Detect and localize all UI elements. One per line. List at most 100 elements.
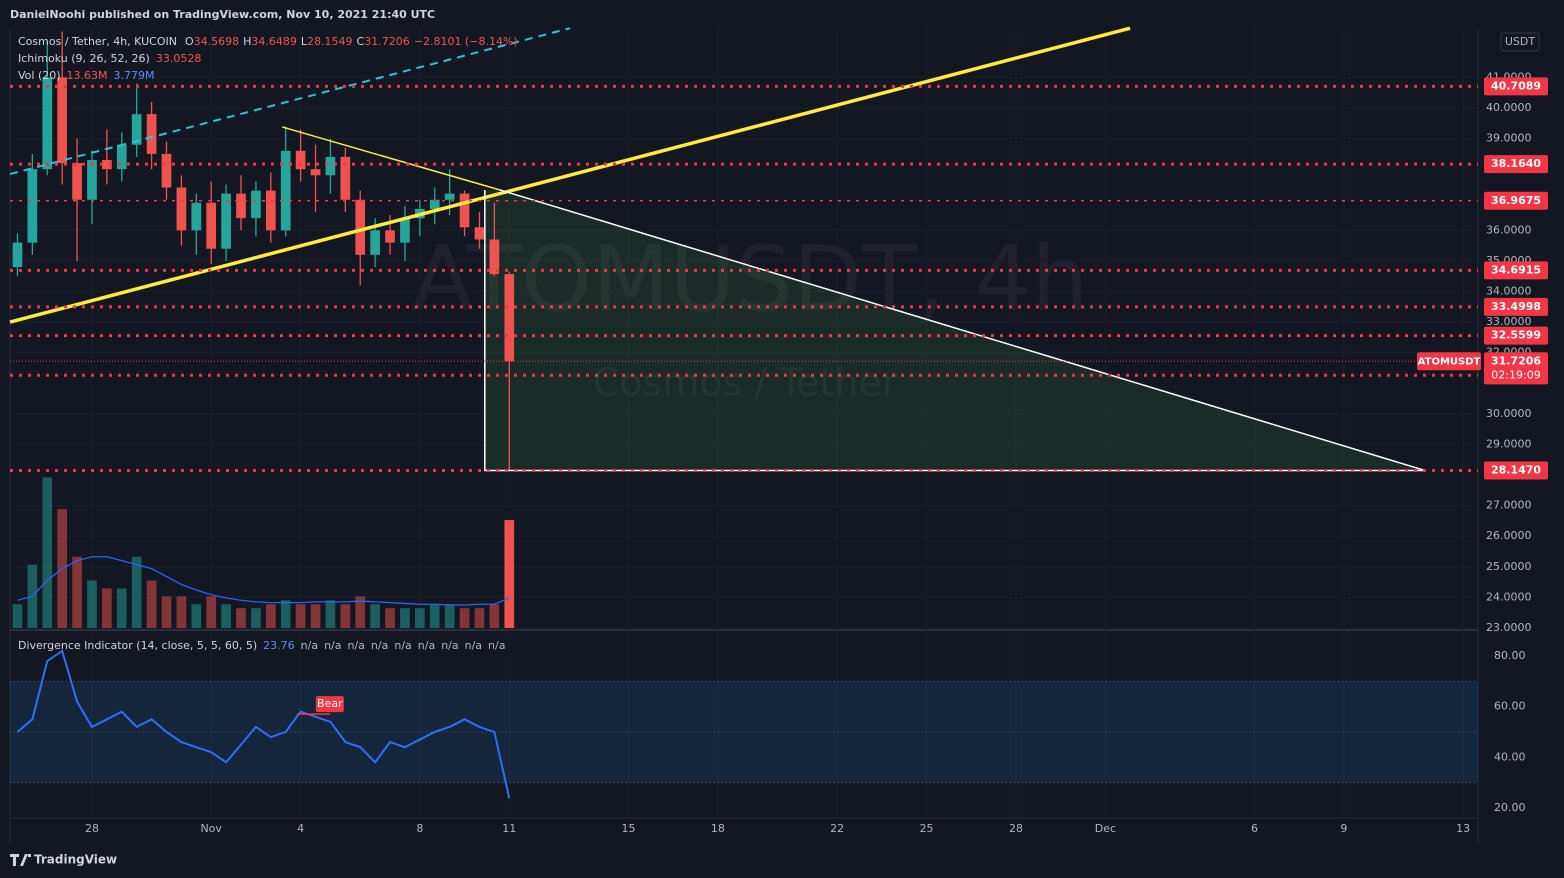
h-label: H: [243, 35, 251, 48]
na-value: n/a: [301, 639, 318, 652]
y-tick-label: 29.0000: [1486, 437, 1532, 450]
volume-bar: [340, 604, 351, 628]
x-tick-label: 28: [1009, 822, 1023, 835]
level-label: 32.5599: [1491, 329, 1541, 342]
y-tick-label: 24.0000: [1486, 590, 1532, 603]
level-badge: [1484, 297, 1548, 316]
footer: [0, 845, 1564, 878]
candle-body: [27, 169, 38, 243]
level-badge: [1484, 261, 1548, 280]
x-tick-label: 11: [502, 822, 516, 835]
price-badge: [1484, 352, 1548, 385]
volume-label: Vol (20): [18, 69, 61, 82]
y-tick-label: 33.0000: [1486, 315, 1532, 328]
volume-bar: [206, 596, 217, 628]
volume-bar: [385, 608, 395, 628]
volume-bar: [251, 608, 261, 628]
volume-bar: [191, 604, 202, 628]
c-label: C: [357, 35, 365, 48]
indicator-line: [16, 649, 511, 799]
candle-body: [57, 77, 68, 164]
level-label: 36.9675: [1491, 194, 1541, 207]
na-value: n/a: [488, 639, 505, 652]
candle-body: [355, 199, 366, 255]
x-tick-label: 15: [621, 822, 635, 835]
currency-box[interactable]: [1500, 32, 1540, 52]
trendline: [499, 189, 1426, 472]
y-tick-label: 34.0000: [1486, 285, 1532, 298]
price-badge-value: 31.7206: [1491, 354, 1541, 367]
candle-body: [102, 160, 112, 170]
volume-bar: [176, 596, 187, 628]
ichimoku-legend: Ichimoku (9, 26, 52, 26) 33.0528: [18, 52, 201, 65]
volume-bar: [116, 588, 127, 628]
candle-body: [385, 230, 395, 243]
o-label: O: [185, 35, 194, 48]
volume-bar: [221, 604, 231, 628]
candle-body: [206, 202, 217, 249]
x-tick-label: Nov: [200, 822, 222, 835]
y-tick-label: 27.0000: [1486, 499, 1532, 512]
volume-bar: [12, 604, 23, 628]
candle-body: [340, 156, 351, 200]
candle-body: [191, 202, 202, 231]
volume-bar: [265, 604, 276, 628]
volume-bar: [370, 604, 380, 628]
trendline: [9, 27, 571, 176]
candle-body: [325, 156, 336, 176]
y-tick-label: 39.0000: [1486, 132, 1532, 145]
volume-bar: [72, 556, 82, 628]
volume-bar: [459, 608, 470, 628]
candle-body: [370, 230, 380, 255]
candle-body: [72, 163, 82, 200]
y-tick-label: 40.0000: [1486, 101, 1532, 114]
candle-body: [400, 218, 410, 243]
watermark-symbol: ATOMUSDT, 4h: [412, 227, 1089, 332]
volume-bar: [87, 580, 97, 628]
indicator-tick-label: 20.00: [1494, 801, 1526, 814]
volume-bar: [280, 600, 291, 628]
indicator-tick-label: 60.00: [1494, 700, 1526, 713]
volume-value: 13.63M: [67, 69, 108, 82]
volume-bar: [444, 604, 455, 628]
na-value: n/a: [441, 639, 458, 652]
plot: 28 Nov 4 8 11 15 18 22 25 28 Dec 6 9 13 23.0000 24.0000…: [9, 26, 1548, 835]
volume-bar: [102, 588, 112, 628]
candle-body: [310, 169, 321, 176]
na-value: n/a: [348, 639, 365, 652]
candle-body: [265, 190, 276, 231]
volume-bar: [42, 477, 53, 628]
y-tick-label: 23.0000: [1486, 621, 1532, 634]
volume-bar: [325, 600, 336, 628]
volume-legend: Vol (20) 13.63M 3.779M: [18, 69, 155, 82]
y-tick-label: 36.0000: [1486, 223, 1532, 236]
y-tick-label: 25.0000: [1486, 560, 1532, 573]
level-label: 40.7089: [1491, 79, 1541, 92]
level-label: 34.6915: [1491, 263, 1541, 276]
candle-body: [280, 150, 291, 231]
volume-bar: [489, 604, 500, 628]
currency-label: USDT: [1505, 35, 1536, 48]
divergence-value: 23.76: [263, 639, 295, 652]
target-zone: [484, 189, 1426, 471]
level-badge: [1484, 155, 1548, 174]
candle-body: [444, 193, 455, 200]
y-tick-label: 30.0000: [1486, 407, 1532, 420]
x-tick-label: 25: [920, 822, 934, 835]
level-badge: [1484, 77, 1548, 96]
divergence-label: Divergence Indicator (14, close, 5, 5, 6…: [18, 639, 257, 652]
candle-body: [87, 160, 97, 200]
volume-bar: [415, 608, 425, 628]
candle-body: [176, 187, 187, 231]
annotation-box: [315, 696, 344, 713]
level-badge: [1484, 461, 1548, 480]
symbol-badge-label: ATOMUSDT: [1418, 356, 1481, 367]
candle-body: [295, 150, 306, 170]
volume-bar: [161, 596, 172, 628]
candle-body: [221, 193, 231, 249]
candle-body: [504, 274, 515, 362]
open-value: 34.5698: [194, 35, 240, 48]
candle-body: [116, 144, 127, 170]
symbol-badge: [1417, 352, 1481, 371]
